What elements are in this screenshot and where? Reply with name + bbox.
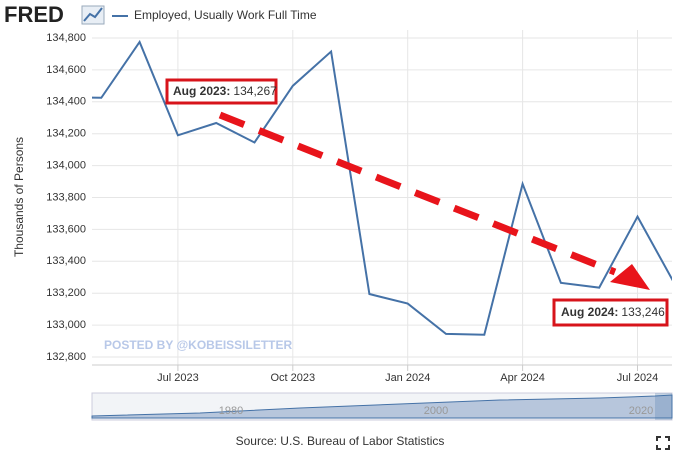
y-axis-label: Thousands of Persons <box>12 137 26 257</box>
y-tick-label: 134,000 <box>46 160 86 172</box>
series-line <box>92 39 672 336</box>
y-tick-label: 133,800 <box>46 191 86 203</box>
annotation-value: 134,267 <box>233 84 277 98</box>
trend-arrow <box>218 111 650 290</box>
annotation-box: Aug 2023: 134,267 <box>165 78 278 105</box>
svg-text:Aug 2024: 133,246: Aug 2024: 133,246 <box>561 305 665 319</box>
fullscreen-icon[interactable] <box>656 436 670 450</box>
y-tick-label: 134,800 <box>46 32 86 44</box>
y-tick-label: 133,400 <box>46 255 86 267</box>
x-tick-label: Jul 2024 <box>617 372 659 384</box>
legend-label: Employed, Usually Work Full Time <box>134 8 317 22</box>
svg-text:Aug 2023: 134,267: Aug 2023: 134,267 <box>173 84 277 98</box>
logo: FRED <box>4 2 64 27</box>
y-tick-label: 133,200 <box>46 287 86 299</box>
y-tick-label: 134,600 <box>46 64 86 76</box>
logo-icon <box>81 5 105 25</box>
y-tick-label: 133,000 <box>46 319 86 331</box>
x-tick-label: Jan 2024 <box>385 372 430 384</box>
annotation-label: Aug 2023: <box>173 84 230 98</box>
annotation-box: Aug 2024: 133,246 <box>552 298 669 327</box>
source: Source: U.S. Bureau of Labor Statistics <box>236 434 445 448</box>
navigator-label: 2000 <box>424 405 448 417</box>
y-tick-label: 134,400 <box>46 96 86 108</box>
x-tick-label: Apr 2024 <box>500 372 545 384</box>
y-tick-label: 132,800 <box>46 351 86 363</box>
y-tick-label: 134,200 <box>46 128 86 140</box>
navigator-label: 1980 <box>219 405 243 417</box>
annotation-label: Aug 2024: <box>561 305 618 319</box>
navigator-label: 2020 <box>629 405 653 417</box>
y-tick-label: 133,600 <box>46 223 86 235</box>
navigator <box>91 392 673 421</box>
x-tick-label: Oct 2023 <box>270 372 315 384</box>
watermark: POSTED BY @KOBEISSILETTER <box>104 338 293 352</box>
annotation-value: 133,246 <box>621 305 665 319</box>
x-tick-label: Jul 2023 <box>157 372 199 384</box>
